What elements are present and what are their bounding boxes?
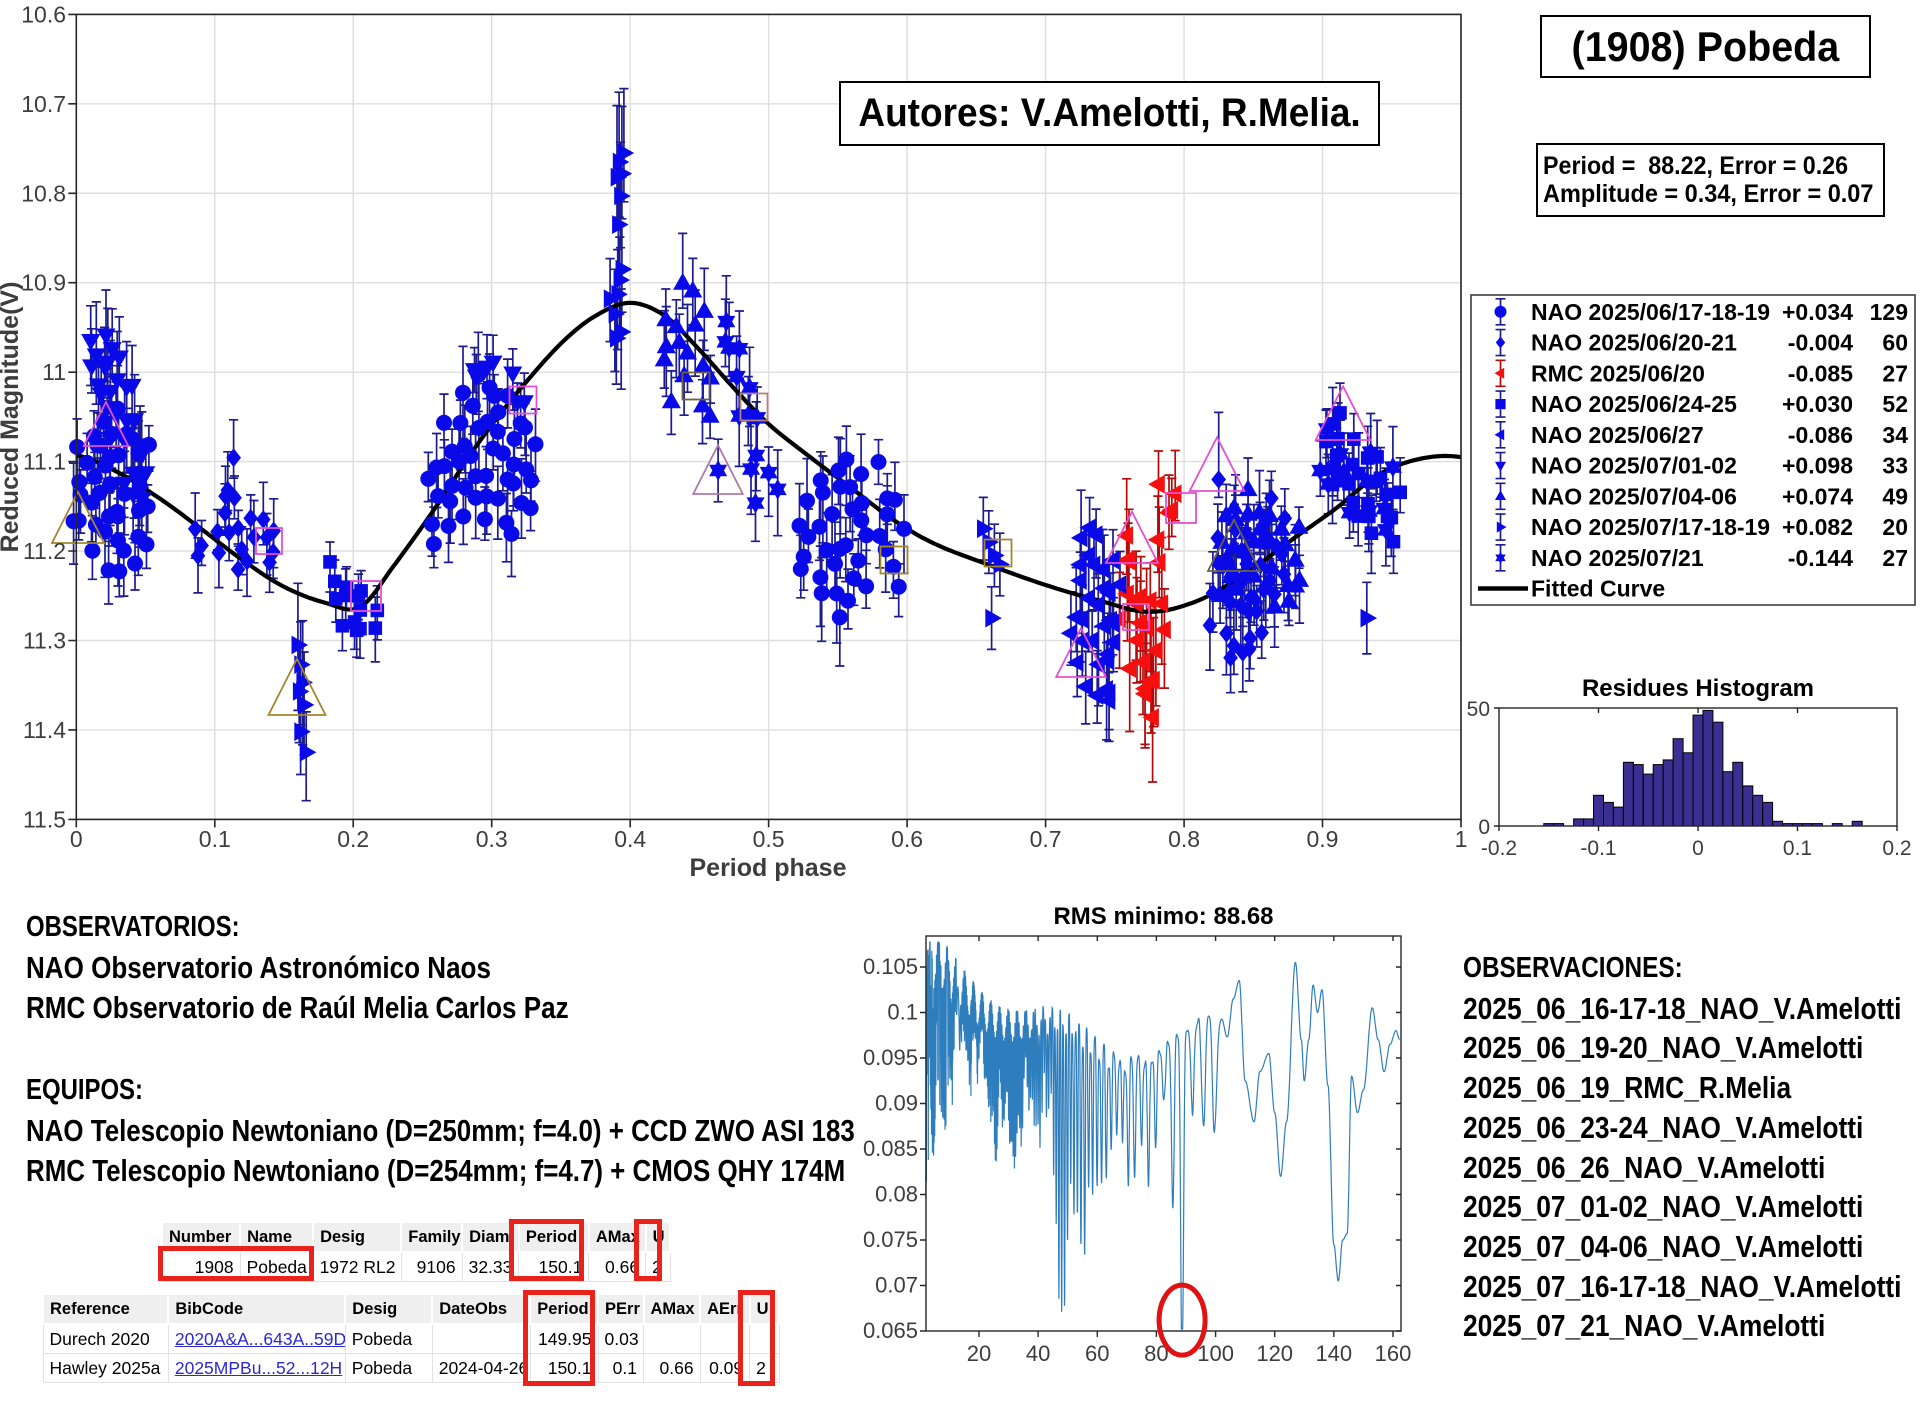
svg-text:40: 40 [1026, 1341, 1050, 1366]
svg-text:+0.098: +0.098 [1782, 453, 1853, 479]
svg-text:0.9: 0.9 [1307, 826, 1339, 852]
svg-text:0: 0 [1692, 837, 1704, 860]
svg-text:27: 27 [1882, 545, 1908, 571]
svg-text:10.8: 10.8 [21, 180, 66, 206]
svg-text:0.2: 0.2 [1882, 837, 1911, 860]
svg-text:0.3: 0.3 [476, 826, 508, 852]
svg-text:11.2: 11.2 [23, 538, 66, 564]
svg-text:RMS minimo: 88.68: RMS minimo: 88.68 [1053, 905, 1273, 930]
svg-text:140: 140 [1315, 1341, 1352, 1366]
svg-text:NAO 2025/06/17-18-19: NAO 2025/06/17-18-19 [1531, 299, 1770, 325]
svg-text:+0.034: +0.034 [1782, 299, 1853, 325]
svg-text:0.095: 0.095 [863, 1045, 918, 1070]
svg-text:-0.085: -0.085 [1788, 360, 1853, 386]
svg-text:11.1: 11.1 [23, 449, 66, 475]
svg-text:NAO 2025/06/24-25: NAO 2025/06/24-25 [1531, 391, 1737, 417]
svg-text:Reduced Magnitude(V): Reduced Magnitude(V) [0, 282, 24, 553]
svg-text:129: 129 [1870, 299, 1908, 325]
svg-text:Residues Histogram: Residues Histogram [1582, 675, 1814, 702]
svg-text:0.105: 0.105 [863, 954, 918, 979]
svg-text:0.085: 0.085 [863, 1136, 918, 1161]
svg-text:0.1: 0.1 [887, 1000, 918, 1025]
svg-text:11: 11 [42, 359, 66, 385]
svg-text:10.9: 10.9 [21, 270, 66, 296]
svg-text:-0.004: -0.004 [1788, 330, 1853, 356]
svg-text:33: 33 [1882, 453, 1908, 479]
svg-text:NAO 2025/07/04-06: NAO 2025/07/04-06 [1531, 483, 1737, 509]
svg-text:0: 0 [70, 826, 83, 852]
svg-text:60: 60 [1882, 330, 1908, 356]
svg-text:1: 1 [1455, 826, 1468, 852]
svg-text:0.4: 0.4 [614, 826, 646, 852]
svg-text:20: 20 [967, 1341, 991, 1366]
svg-text:0: 0 [1478, 816, 1490, 839]
svg-text:11.5: 11.5 [23, 806, 66, 832]
svg-text:120: 120 [1256, 1341, 1293, 1366]
svg-text:0.065: 0.065 [863, 1318, 918, 1343]
svg-text:0.09: 0.09 [875, 1091, 918, 1116]
svg-text:+0.074: +0.074 [1782, 483, 1853, 509]
svg-text:0.7: 0.7 [1030, 826, 1062, 852]
svg-text:10.7: 10.7 [21, 91, 66, 117]
svg-text:Fitted Curve: Fitted Curve [1531, 576, 1665, 602]
svg-text:20: 20 [1882, 514, 1908, 540]
svg-text:0.07: 0.07 [875, 1273, 918, 1298]
svg-text:NAO 2025/06/20-21: NAO 2025/06/20-21 [1531, 330, 1737, 356]
svg-text:-0.086: -0.086 [1788, 422, 1853, 448]
svg-text:-0.2: -0.2 [1481, 837, 1517, 860]
svg-text:+0.082: +0.082 [1782, 514, 1853, 540]
svg-text:60: 60 [1085, 1341, 1109, 1366]
svg-text:0.1: 0.1 [199, 826, 231, 852]
svg-text:52: 52 [1882, 391, 1908, 417]
svg-text:Period phase: Period phase [690, 854, 847, 882]
svg-text:34: 34 [1882, 422, 1908, 448]
svg-text:0.075: 0.075 [863, 1227, 918, 1252]
svg-text:+0.030: +0.030 [1782, 391, 1853, 417]
svg-text:0.08: 0.08 [875, 1182, 918, 1207]
svg-text:11.3: 11.3 [23, 628, 66, 654]
svg-text:100: 100 [1197, 1341, 1234, 1366]
svg-text:0.6: 0.6 [891, 826, 923, 852]
svg-text:50: 50 [1467, 698, 1490, 721]
svg-text:160: 160 [1375, 1341, 1412, 1366]
svg-text:0.5: 0.5 [753, 826, 785, 852]
svg-text:11.4: 11.4 [23, 717, 66, 743]
svg-text:0.1: 0.1 [1783, 837, 1812, 860]
svg-text:-0.1: -0.1 [1580, 837, 1616, 860]
svg-text:49: 49 [1882, 483, 1908, 509]
svg-text:NAO 2025/07/01-02: NAO 2025/07/01-02 [1531, 453, 1737, 479]
svg-text:0.8: 0.8 [1168, 826, 1200, 852]
svg-text:NAO 2025/07/17-18-19: NAO 2025/07/17-18-19 [1531, 514, 1770, 540]
svg-text:NAO 2025/07/21: NAO 2025/07/21 [1531, 545, 1704, 571]
svg-text:-0.144: -0.144 [1788, 545, 1853, 571]
svg-text:0.2: 0.2 [337, 826, 369, 852]
svg-text:10.6: 10.6 [21, 1, 66, 27]
svg-text:27: 27 [1882, 360, 1908, 386]
svg-text:NAO 2025/06/27: NAO 2025/06/27 [1531, 422, 1704, 448]
svg-text:RMC 2025/06/20: RMC 2025/06/20 [1531, 360, 1705, 386]
